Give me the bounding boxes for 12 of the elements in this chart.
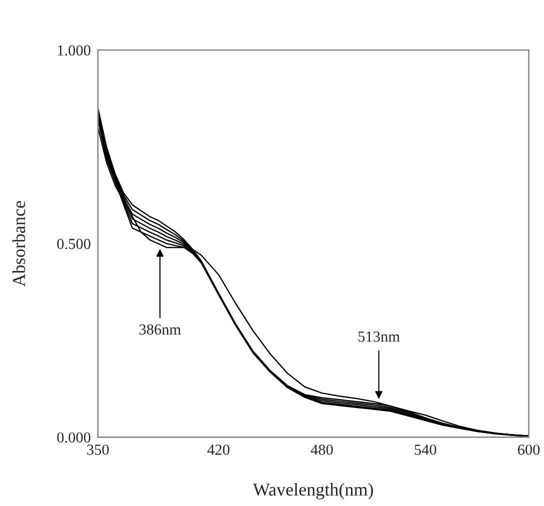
x-tick-label: 600 (518, 444, 540, 455)
y-tick-label: 0.000 (57, 432, 90, 443)
x-tick-label: 350 (87, 444, 109, 455)
x-tick-label: 480 (310, 444, 333, 455)
y-tick-label: 0.500 (57, 238, 90, 250)
y-axis-title: Absorbance (12, 201, 26, 287)
x-tick-label: 420 (207, 444, 230, 455)
x-axis-title: Wavelength(nm) (252, 482, 373, 500)
x-tick-label: 540 (414, 444, 436, 455)
annotation: 513nm (358, 331, 400, 342)
y-tick-label: 1.000 (58, 45, 90, 56)
annotation: 386nm (139, 324, 181, 335)
